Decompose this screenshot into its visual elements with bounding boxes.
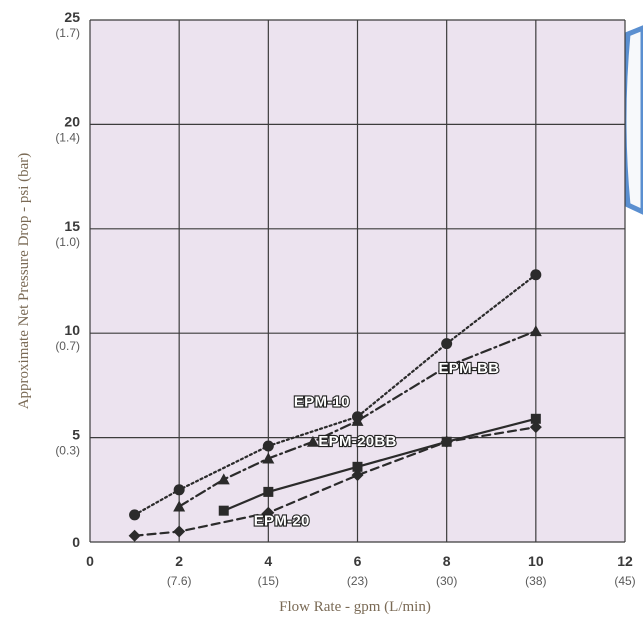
series-epm-bb <box>173 325 542 512</box>
y-tick-sublabel: (0.3) <box>55 444 80 458</box>
series-group <box>128 269 542 542</box>
series-label: EPM-20 <box>254 512 310 529</box>
y-tick-sublabel: (1.7) <box>55 26 80 40</box>
data-point-triangle <box>306 435 319 447</box>
data-point-circle <box>262 440 274 452</box>
x-tick-label: 6 <box>354 553 362 569</box>
series-epm-20 <box>128 421 542 542</box>
series-line <box>133 273 537 517</box>
y-tick-label: 25 <box>64 9 80 25</box>
data-point-triangle <box>217 473 230 485</box>
x-tick-sublabel: (30) <box>436 574 457 588</box>
data-point-triangle <box>173 500 186 512</box>
x-tick-sublabel: (38) <box>525 574 546 588</box>
data-point-diamond <box>128 529 141 542</box>
data-point-diamond <box>351 469 364 482</box>
data-point-square <box>218 505 229 516</box>
y-tick-label: 15 <box>64 218 80 234</box>
data-point-circle <box>129 509 141 521</box>
x-tick-label: 8 <box>443 553 451 569</box>
data-point-diamond <box>262 506 275 519</box>
data-point-square <box>263 486 274 497</box>
y-tick-label: 20 <box>64 113 80 129</box>
y-axis-label: Approximate Net Pressure Drop - psi (bar… <box>16 153 32 410</box>
data-point-square <box>530 413 541 424</box>
y-tick-sublabel: (1.0) <box>55 235 80 249</box>
data-point-triangle <box>440 360 453 372</box>
data-point-circle <box>173 484 185 496</box>
data-point-diamond <box>173 525 186 538</box>
x-axis-label: Flow Rate - gpm (L/min) <box>279 599 431 615</box>
series-label: EPM-BB <box>438 360 499 377</box>
x-tick-label: 12 <box>617 553 633 569</box>
x-tick-label: 2 <box>175 553 183 569</box>
data-point-diamond <box>440 435 453 448</box>
x-tick-sublabel: (23) <box>347 574 368 588</box>
series-line <box>133 426 537 537</box>
data-point-triangle <box>351 414 364 426</box>
data-point-triangle <box>529 325 542 337</box>
series-labels: EPM-10 EPM-BB EPM-20BB EPM-20 <box>253 359 501 531</box>
x-tick-sublabel: (45) <box>614 574 635 588</box>
y-tick-sublabel: (0.7) <box>55 339 80 353</box>
y-tick-sublabel: (1.4) <box>55 130 80 144</box>
series-label: EPM-20BB <box>318 433 396 450</box>
filter-cartridge-image <box>621 25 643 215</box>
y-tick-label: 10 <box>64 322 80 338</box>
y-tick-label: 5 <box>72 427 80 443</box>
x-tick-sublabel: (15) <box>258 574 279 588</box>
data-point-triangle <box>262 452 275 464</box>
series-label: EPM-10 <box>294 393 350 410</box>
data-point-square <box>352 461 363 472</box>
tick-labels: 0 2 (7.6) 4 (15) 6 (23) 8 (30) 10 (38) 12 (45) 0 5(0.3… <box>55 9 635 588</box>
data-point-circle <box>441 338 453 350</box>
x-tick-label: 4 <box>264 553 272 569</box>
data-point-circle <box>530 269 542 281</box>
data-point-diamond <box>529 421 542 434</box>
y-tick-label: 0 <box>72 534 80 550</box>
x-tick-label: 10 <box>528 553 544 569</box>
x-tick-sublabel: (7.6) <box>167 574 192 588</box>
x-tick-label: 0 <box>86 553 94 569</box>
